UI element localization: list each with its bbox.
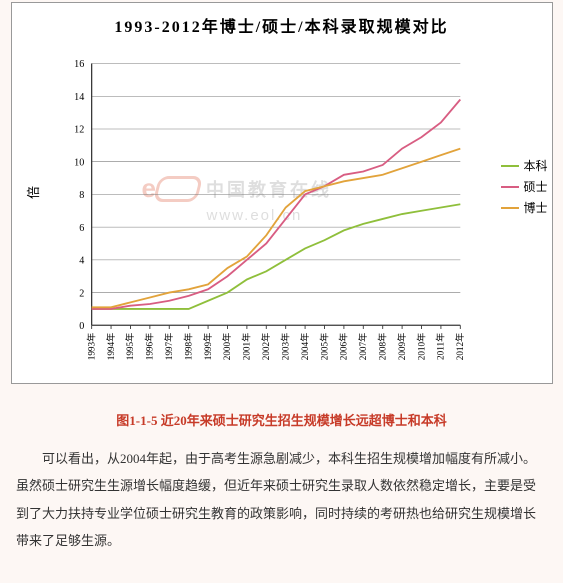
svg-text:2010年: 2010年: [415, 333, 426, 361]
svg-text:2000年: 2000年: [221, 333, 232, 361]
legend-item: 本科: [501, 157, 547, 174]
svg-text:2005年: 2005年: [318, 333, 329, 361]
svg-text:2001年: 2001年: [240, 333, 251, 361]
svg-text:2003年: 2003年: [279, 333, 290, 361]
svg-text:2011年: 2011年: [434, 333, 445, 360]
chart-svg: 0 2 4 6 8 10 12 14 16 1993年 1994年 1995年 1996年 1997年 19…: [64, 51, 464, 371]
page: 1993-2012年博士/硕士/本科录取规模对比 倍 e 中国教育在线 www.…: [0, 2, 563, 583]
body-text: 可以看出，从2004年起，由于高考生源急剧减少，本科生招生规模增加幅度有所减小。…: [10, 445, 553, 554]
chart-title: 1993-2012年博士/硕士/本科录取规模对比: [12, 3, 552, 41]
legend: 本科 硕士 博士: [501, 153, 547, 220]
legend-swatch: [501, 165, 519, 167]
svg-text:2006年: 2006年: [337, 333, 348, 361]
svg-text:1995年: 1995年: [124, 333, 135, 361]
svg-text:1996年: 1996年: [143, 333, 154, 361]
svg-text:16: 16: [74, 59, 84, 70]
legend-item: 硕士: [501, 178, 547, 195]
svg-text:2: 2: [79, 288, 84, 299]
legend-swatch: [501, 207, 519, 209]
legend-item: 博士: [501, 199, 547, 216]
svg-text:4: 4: [79, 256, 84, 267]
chart-container: 1993-2012年博士/硕士/本科录取规模对比 倍 e 中国教育在线 www.…: [11, 2, 553, 384]
svg-text:2008年: 2008年: [376, 333, 387, 361]
plot-area: 02468101214161993年1994年1995年1996年1997年19…: [64, 51, 464, 335]
svg-text:1993年: 1993年: [85, 333, 96, 361]
svg-text:2009年: 2009年: [395, 333, 406, 361]
svg-text:2004年: 2004年: [298, 333, 309, 361]
svg-text:2002年: 2002年: [260, 333, 271, 361]
legend-label: 本科: [523, 157, 547, 174]
svg-text:1997年: 1997年: [163, 333, 174, 361]
svg-text:2012年: 2012年: [454, 333, 464, 361]
svg-text:14: 14: [74, 92, 84, 103]
legend-swatch: [501, 186, 519, 188]
svg-text:1994年: 1994年: [104, 333, 115, 361]
svg-text:8: 8: [79, 190, 84, 201]
figure-caption: 图1-1-5 近20年来硕士研究生招生规模增长远超博士和本科: [10, 410, 553, 429]
svg-text:1999年: 1999年: [201, 333, 212, 361]
svg-text:0: 0: [79, 321, 84, 332]
svg-text:6: 6: [79, 223, 84, 234]
legend-label: 硕士: [523, 178, 547, 195]
svg-text:12: 12: [74, 125, 84, 136]
svg-text:1998年: 1998年: [182, 333, 193, 361]
legend-label: 博士: [523, 199, 547, 216]
svg-text:2007年: 2007年: [357, 333, 368, 361]
y-axis-label: 倍: [23, 186, 42, 199]
svg-text:10: 10: [74, 157, 84, 168]
